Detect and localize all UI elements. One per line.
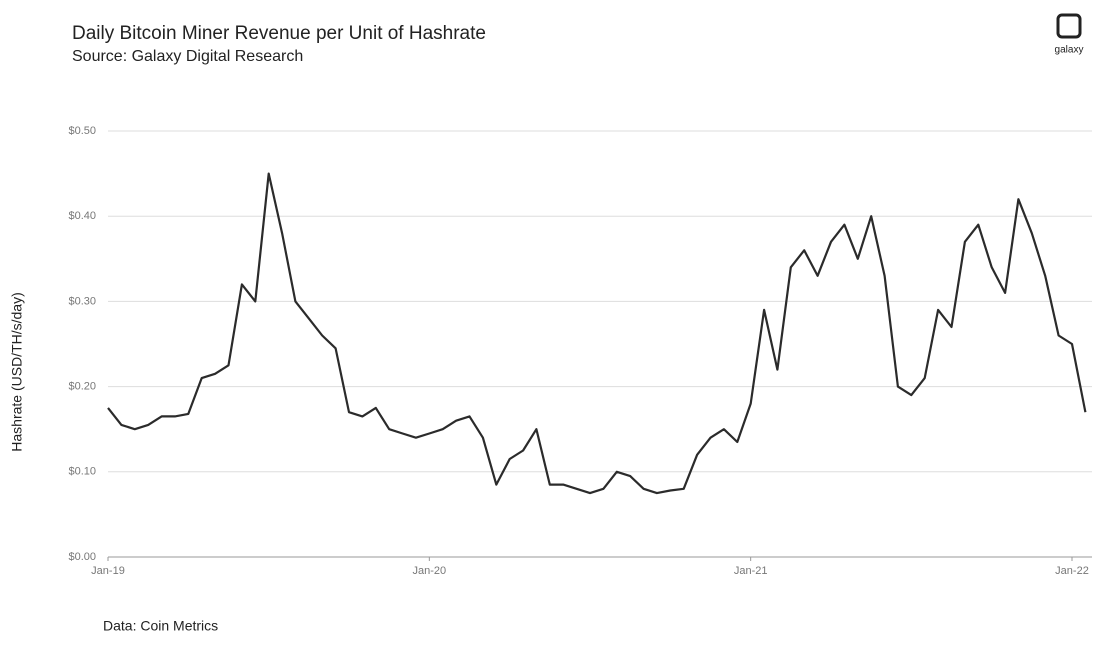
y-tick-label: $0.00: [68, 551, 96, 563]
line: [107, 172, 1087, 495]
y-tick-label: $0.20: [68, 381, 96, 393]
x-tick-label: Jan-20: [413, 565, 447, 577]
chart-title: Daily Bitcoin Miner Revenue per Unit of …: [72, 23, 486, 44]
source-note: Data: Coin Metrics: [103, 618, 218, 634]
x-tick-label: Jan-21: [734, 565, 768, 577]
y-tick-label: $0.50: [68, 125, 96, 137]
y-tick-label: $0.10: [68, 466, 96, 478]
x-tick-label: Jan-19: [91, 565, 125, 577]
y-tick-label: $0.30: [68, 295, 96, 307]
logo-icon: [1056, 13, 1082, 39]
y-axis-label: Hashrate (USD/TH/s/day): [9, 292, 25, 451]
y-tick-label: $0.40: [68, 210, 96, 222]
x-tick-label: Jan-22: [1055, 565, 1089, 577]
logo-text: galaxy: [1055, 45, 1084, 56]
chart-subtitle: Source: Galaxy Digital Research: [72, 48, 303, 65]
